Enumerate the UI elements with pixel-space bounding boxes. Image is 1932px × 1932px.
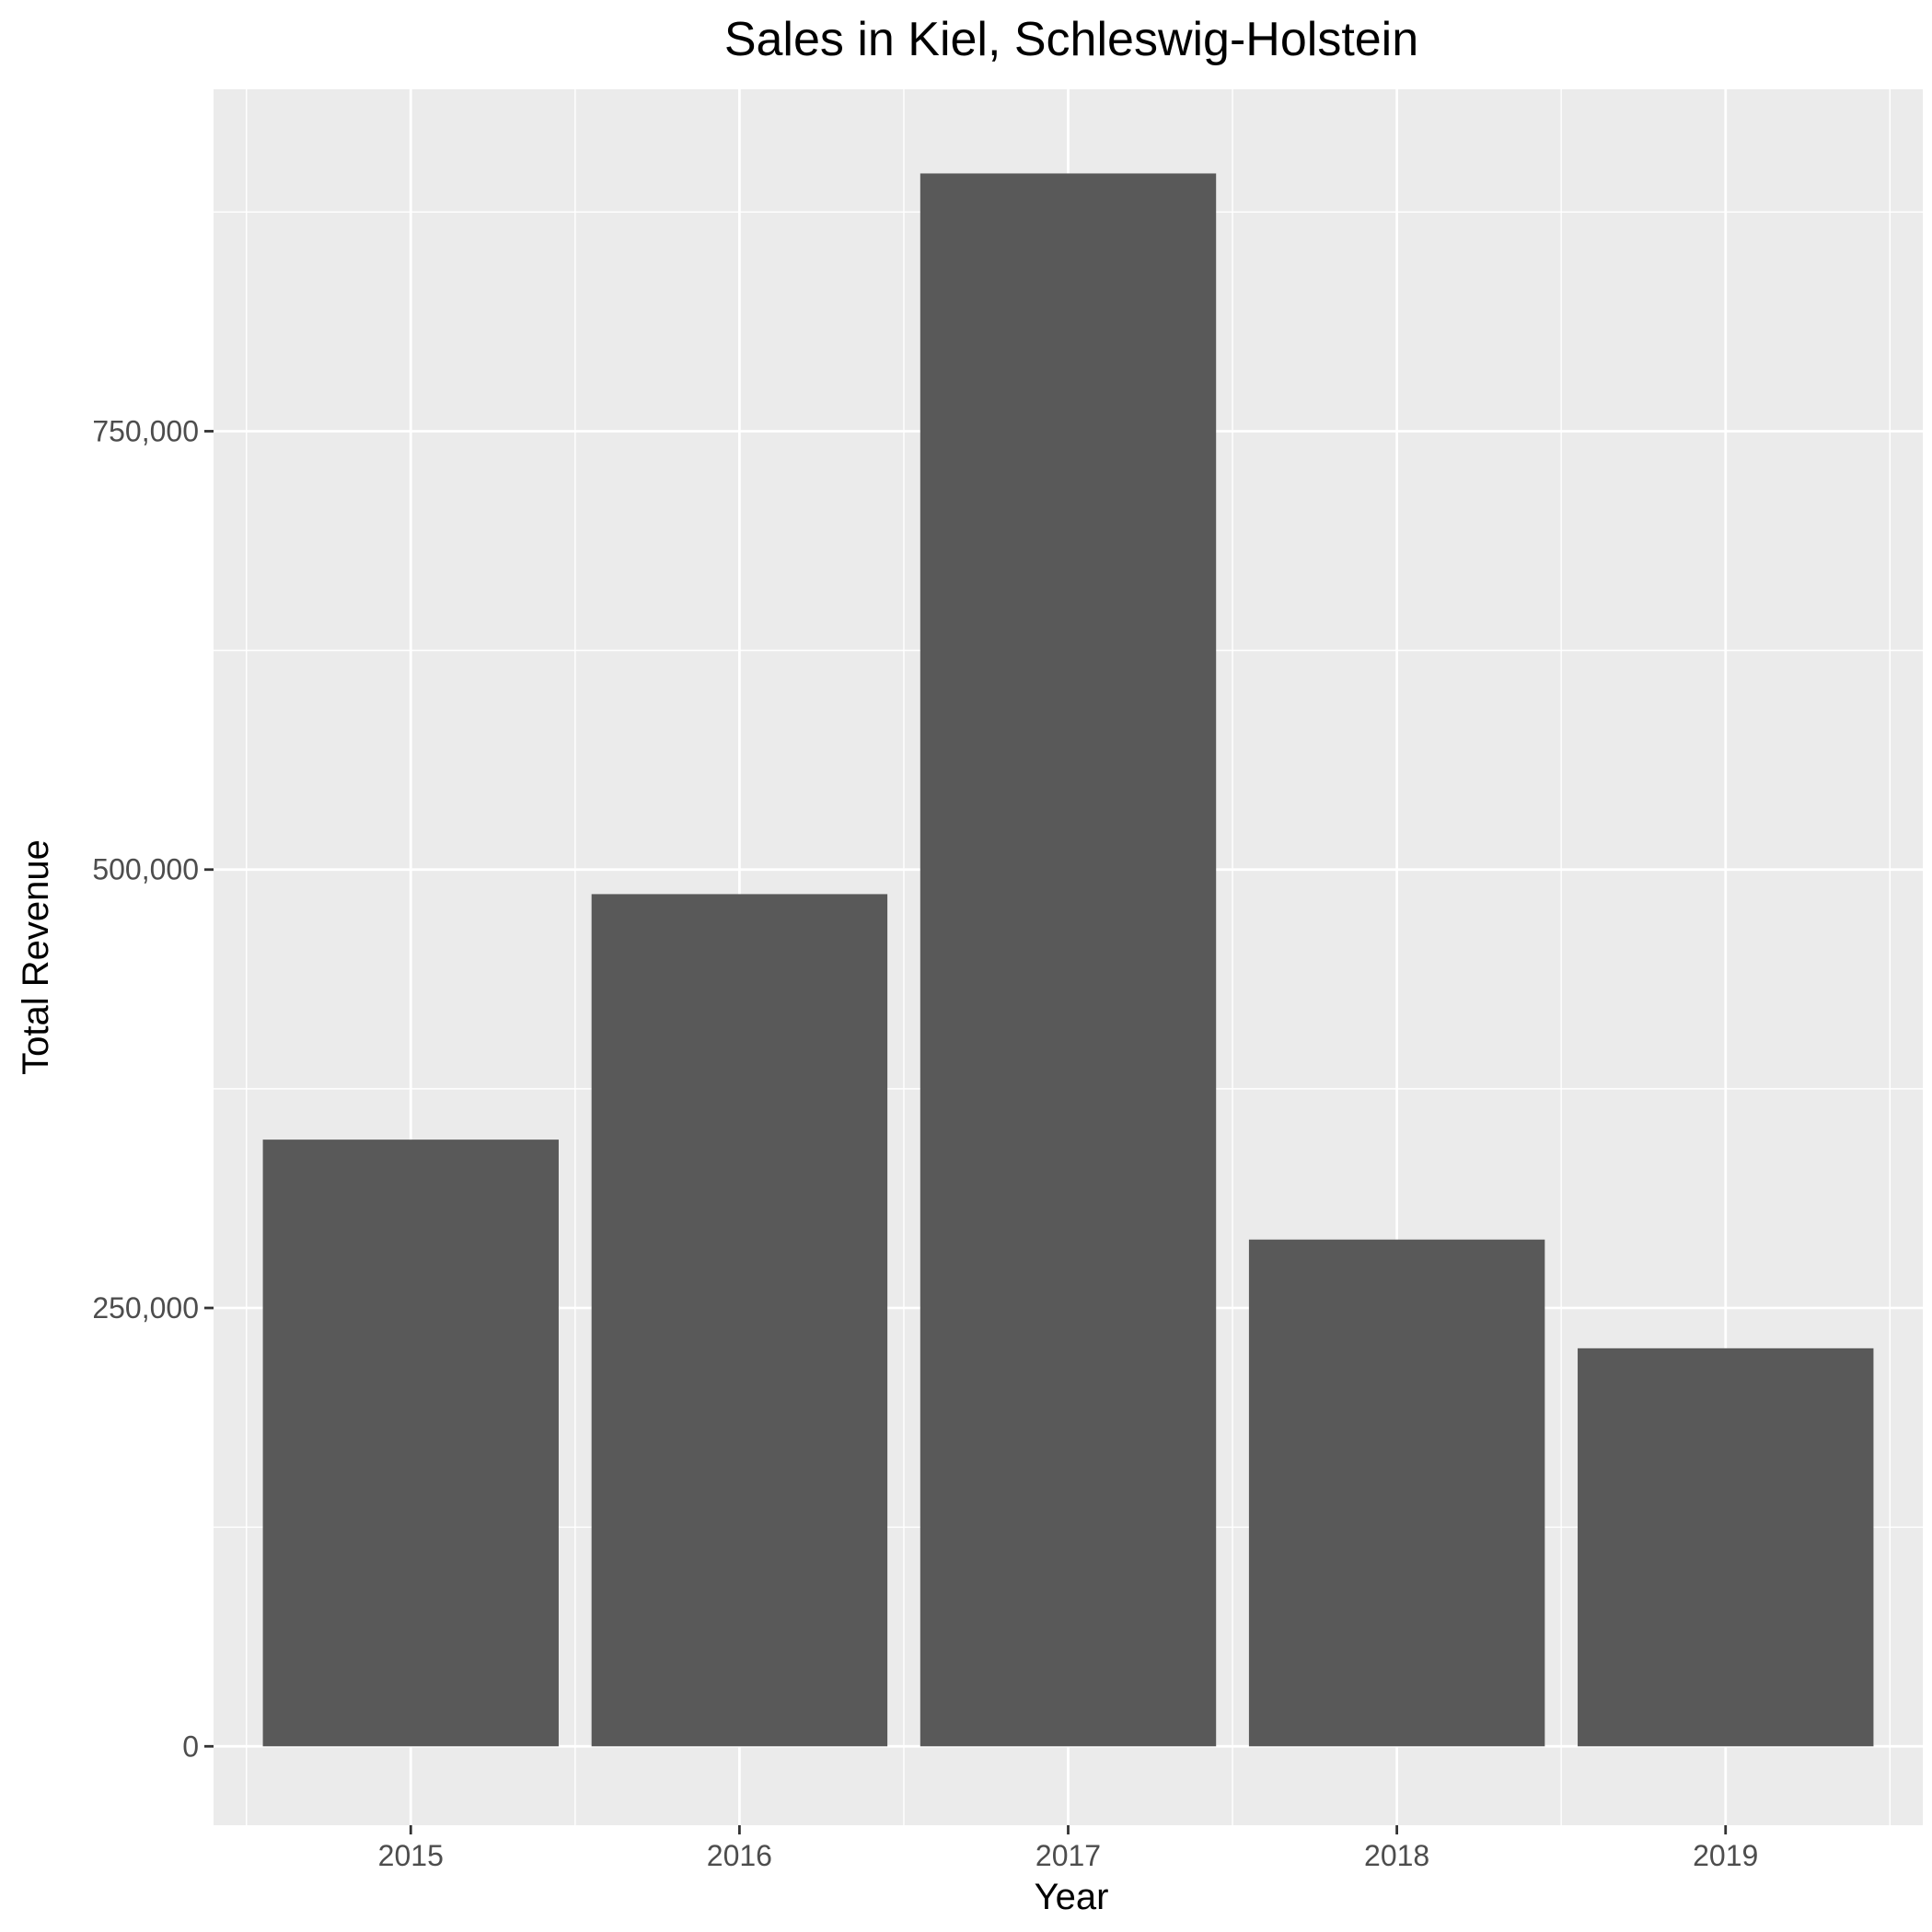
y-axis: 0 250,000 500,000 750,000 <box>92 414 214 1763</box>
x-tick-label: 2017 <box>1035 1839 1101 1872</box>
bar-2018 <box>1248 1239 1545 1747</box>
bar-2016 <box>591 894 888 1747</box>
x-tick-label: 2016 <box>707 1839 772 1872</box>
y-axis-title: Total Revenue <box>16 839 56 1075</box>
y-tick-label: 500,000 <box>92 853 199 886</box>
y-tick-label: 750,000 <box>92 414 199 447</box>
chart-title: Sales in Kiel, Schleswig-Holstein <box>724 13 1418 66</box>
bar-2019 <box>1578 1348 1874 1747</box>
x-tick-label: 2019 <box>1693 1839 1758 1872</box>
x-axis: 2015 2016 2017 2018 2019 <box>378 1825 1758 1872</box>
x-tick-label: 2018 <box>1364 1839 1429 1872</box>
bar-2017 <box>920 173 1217 1747</box>
x-tick-label: 2015 <box>378 1839 444 1872</box>
bar-2015 <box>262 1140 559 1747</box>
y-tick-label: 0 <box>182 1730 199 1763</box>
y-tick-label: 250,000 <box>92 1291 199 1325</box>
x-axis-title: Year <box>1035 1877 1109 1917</box>
bars <box>262 173 1874 1747</box>
